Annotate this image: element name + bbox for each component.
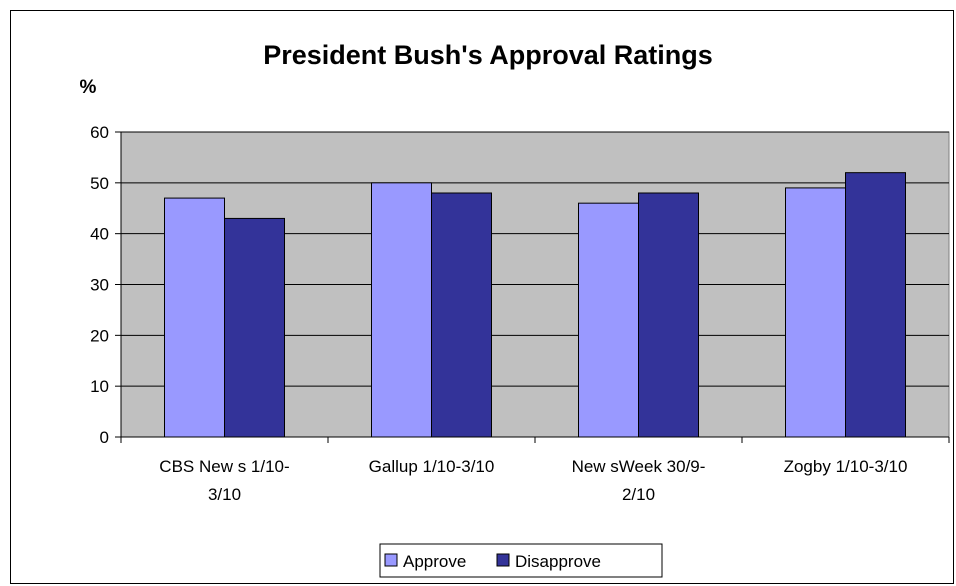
x-category-label: CBS New s 1/10- <box>159 457 289 476</box>
y-tick-label: 40 <box>90 225 109 244</box>
chart-title: President Bush's Approval Ratings <box>263 40 713 70</box>
bars <box>164 172 906 438</box>
x-category-label: Zogby 1/10-3/10 <box>784 457 908 476</box>
axes <box>115 131 950 443</box>
legend-box <box>379 543 663 578</box>
y-tick-label: 30 <box>90 276 109 295</box>
x-category-labels: CBS New s 1/10- 3/10 Gallup 1/10-3/10 New s… <box>159 457 907 504</box>
legend-label-disapprove: Disapprove <box>515 552 601 571</box>
legend: Approve Disapprove <box>379 543 663 578</box>
y-tick-label: 50 <box>90 174 109 193</box>
y-axis-label: % <box>80 77 97 98</box>
y-tick-label: 10 <box>90 377 109 396</box>
x-category-label: New sWeek 30/9- <box>572 457 706 476</box>
y-tick-label: 60 <box>90 123 109 142</box>
bar-disapprove-2 <box>638 192 699 438</box>
legend-swatch-disapprove <box>496 553 510 567</box>
bar-approve-3 <box>785 187 846 438</box>
bar-approve-1 <box>371 182 432 438</box>
x-category-label: Gallup 1/10-3/10 <box>369 457 495 476</box>
bar-disapprove-1 <box>431 192 492 438</box>
y-tick-labels: 0 10 20 30 40 50 60 <box>90 123 109 447</box>
bar-approve-2 <box>578 202 639 438</box>
bar-disapprove-3 <box>845 172 906 438</box>
legend-swatch-approve <box>384 553 398 567</box>
legend-label-approve: Approve <box>403 552 466 571</box>
y-tick-label: 20 <box>90 326 109 345</box>
x-category-label: 2/10 <box>622 485 655 504</box>
y-tick-label: 0 <box>100 428 109 447</box>
bar-disapprove-0 <box>224 217 285 438</box>
bar-approve-0 <box>164 197 225 438</box>
x-category-label: 3/10 <box>208 485 241 504</box>
